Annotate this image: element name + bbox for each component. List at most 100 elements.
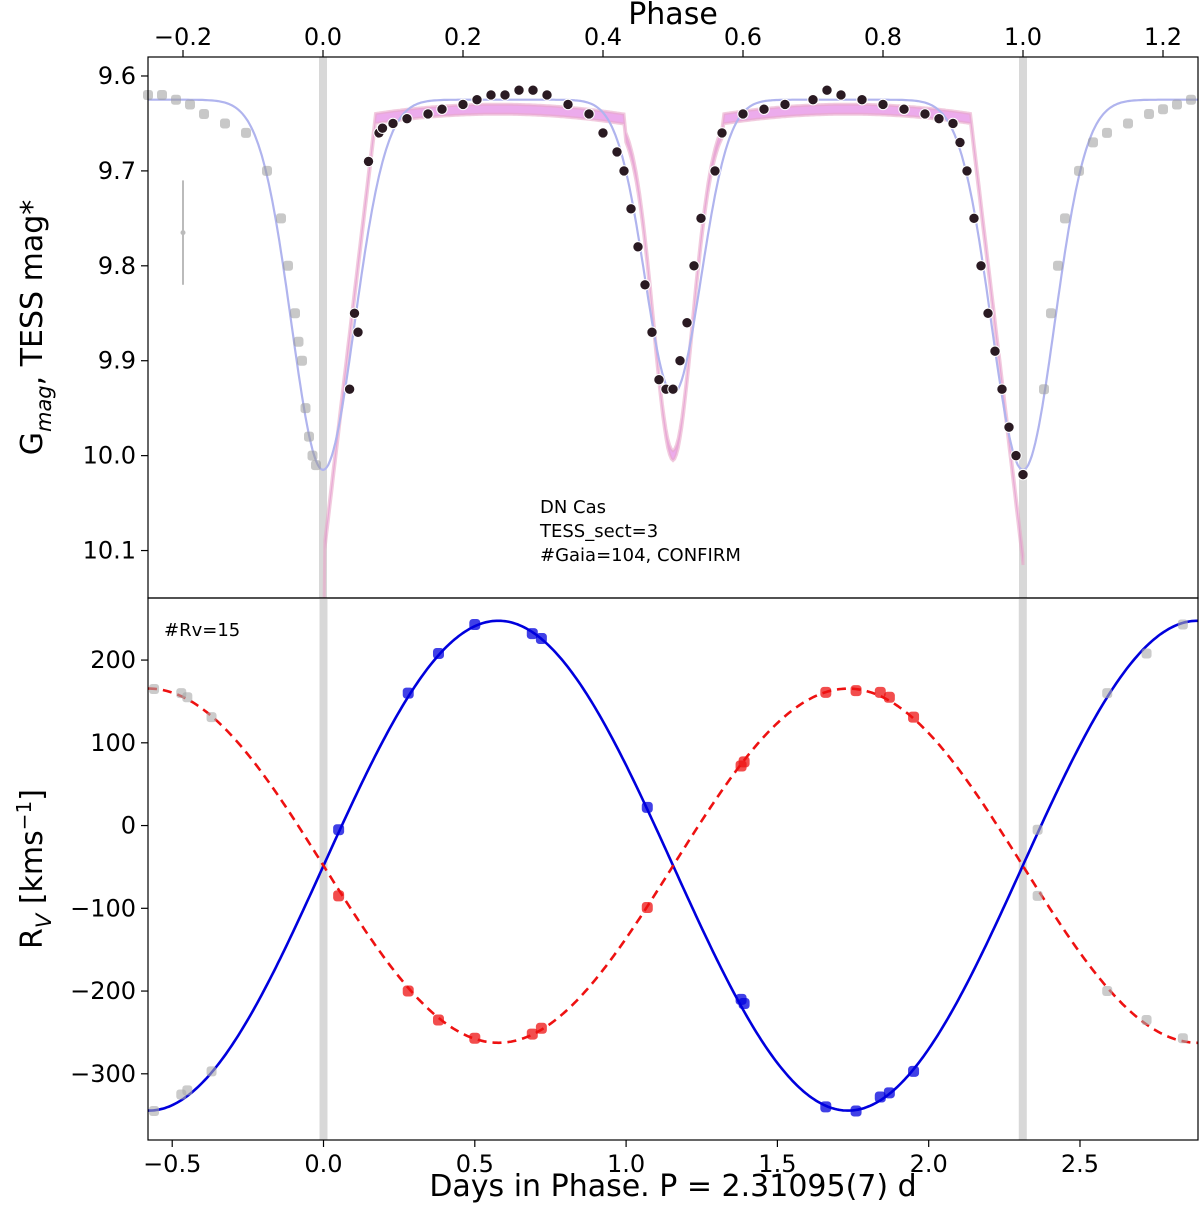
gaia-point: [583, 108, 595, 120]
phase-tick-label: 0.8: [864, 23, 902, 51]
gaia-wrapped-point: [1088, 137, 1098, 148]
rv-frame: [147, 597, 1199, 1141]
rv-wrapped-point: [149, 684, 160, 695]
primary-rv-point: [333, 824, 345, 836]
gaia-point: [527, 84, 539, 96]
annotation-star-name: DN Cas: [540, 497, 606, 518]
gaia-point: [919, 108, 931, 120]
gaia-wrapped-point: [1172, 99, 1182, 110]
gaia-point: [513, 84, 525, 96]
rv-y-axis-title: RV [kms−1]: [12, 789, 56, 949]
gaia-wrapped-point: [311, 460, 321, 471]
gaia-point: [436, 103, 448, 115]
rv-tick-label: −200: [70, 977, 136, 1005]
gaia-wrapped-point: [1158, 104, 1168, 115]
gaia-wrapped-point: [1102, 127, 1112, 138]
primary-rv-point: [850, 1105, 862, 1117]
gaia-point: [758, 103, 770, 115]
phase-tick-label: 0.2: [444, 23, 482, 51]
day-tick-label: −0.5: [143, 1150, 201, 1178]
gaia-point: [625, 203, 637, 215]
phase-tick-label: 1.0: [1004, 23, 1042, 51]
secondary-rv-point: [469, 1032, 481, 1044]
gaia-point: [954, 136, 966, 149]
gaia-point: [835, 89, 847, 101]
primary-rv-point: [641, 801, 653, 813]
gaia-wrapped-point: [1039, 384, 1049, 395]
gaia-wrapped-points: [143, 89, 1196, 471]
gaia-wrapped-point: [1074, 165, 1084, 176]
annotation-gaia-count: #Gaia=104, CONFIRM: [540, 545, 741, 566]
gaia-point: [968, 212, 980, 225]
secondary-rv-point: [850, 685, 862, 697]
error-bar: [180, 180, 186, 285]
rv-wrapped-point: [1141, 1015, 1152, 1026]
rv-count-annotation: #Rv=15: [164, 620, 240, 641]
gaia-point: [996, 383, 1008, 395]
gaia-point: [688, 260, 700, 272]
gaia-point: [646, 326, 658, 338]
mag-tick-label: 10.1: [83, 537, 136, 565]
gaia-wrapped-point: [297, 355, 307, 366]
mag-tick-label: 9.6: [98, 62, 136, 90]
rv-ticks: −0.5 0.0 0.5 1.0 1.5 2.0 2.5 200 100 0 −100 −200 −30…: [70, 646, 1099, 1178]
phase-axis-title: Phase: [628, 0, 718, 32]
tess-band-ribbon: [321, 102, 1025, 717]
primary-rv-point: [469, 618, 481, 630]
rv-tick-label: 100: [90, 729, 136, 757]
secondary-rv-point: [874, 686, 886, 698]
phase-tick-label: 0.0: [304, 23, 342, 51]
primary-rv-point: [526, 628, 538, 640]
day-tick-label: 2.5: [1061, 1150, 1099, 1178]
gaia-point: [376, 122, 389, 134]
gaia-wrapped-point: [185, 99, 195, 110]
gaia-point: [898, 103, 910, 115]
gaia-point: [695, 212, 707, 225]
gaia-point: [639, 279, 651, 291]
primary-rv-point: [908, 1065, 920, 1077]
rv-wrapped-point: [1177, 1033, 1188, 1044]
gaia-wrapped-point: [300, 403, 311, 414]
primary-rv-point: [535, 633, 547, 645]
gaia-wrapped-point: [262, 165, 272, 176]
eclipse-band: [319, 598, 328, 1140]
gaia-wrapped-point: [241, 127, 251, 138]
gaia-wrapped-point: [290, 308, 300, 319]
phase-tick-label: 0.4: [584, 23, 622, 51]
gaia-point: [562, 98, 574, 111]
light-curve-frame: [147, 56, 1199, 599]
rv-wrapped-point: [1102, 688, 1113, 699]
mag-tick-label: 10.0: [83, 442, 136, 470]
eclipse-band: [1019, 57, 1027, 598]
rv-wrapped-points: [149, 619, 1188, 1117]
secondary-rv-point: [883, 691, 895, 703]
gaia-point: [877, 98, 889, 111]
secondary-rv-point: [402, 985, 414, 997]
error-bar-point: [180, 230, 186, 236]
gaia-wrapped-point: [1053, 260, 1063, 271]
primary-rv-point: [874, 1091, 886, 1103]
primary-rv-point: [883, 1087, 895, 1099]
gaia-point: [653, 374, 665, 386]
day-tick-label: 2.0: [910, 1150, 948, 1178]
gaia-wrapped-point: [276, 213, 286, 224]
gaia-point: [362, 155, 375, 168]
rv-points: [333, 618, 920, 1117]
rv-wrapped-point: [1141, 648, 1152, 659]
gaia-point: [422, 108, 434, 120]
gaia-points: [343, 84, 1029, 481]
gaia-point: [387, 117, 399, 130]
phase-tick-label: 1.2: [1144, 23, 1182, 51]
primary-rv-point: [432, 647, 444, 659]
rv-tick-label: 0: [121, 812, 136, 840]
rv-tick-label: −100: [70, 894, 136, 922]
gaia-point: [611, 146, 623, 158]
secondary-rv-point: [432, 1014, 444, 1026]
gaia-wrapped-point: [283, 260, 293, 271]
gaia-point: [856, 94, 868, 106]
gaia-point: [737, 108, 749, 120]
rv-wrapped-point: [182, 692, 193, 703]
rv-wrapped-point: [206, 1066, 217, 1077]
gaia-wrapped-point: [1144, 108, 1154, 119]
rv-wrapped-point: [149, 1106, 160, 1117]
